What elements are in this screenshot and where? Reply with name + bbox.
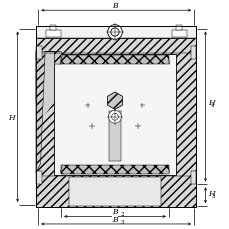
Circle shape (107, 26, 122, 40)
Polygon shape (107, 93, 122, 110)
Polygon shape (36, 52, 61, 173)
Circle shape (110, 29, 119, 37)
Bar (54, 55, 175, 175)
Text: B: B (112, 215, 117, 223)
Text: 2: 2 (120, 211, 124, 216)
Bar (36, 27, 196, 207)
Bar (36, 27, 196, 207)
Bar (109, 112, 120, 162)
Text: 4: 4 (210, 102, 214, 107)
Bar (190, 172, 196, 184)
Text: H: H (207, 189, 213, 197)
Text: 3: 3 (120, 219, 124, 224)
Polygon shape (36, 52, 59, 104)
Bar (61, 56, 168, 65)
Circle shape (108, 111, 121, 124)
Text: B: B (112, 207, 117, 215)
Bar (175, 26, 182, 31)
Bar (36, 27, 196, 38)
Text: H: H (8, 113, 15, 121)
Bar (50, 26, 56, 31)
Bar (36, 172, 41, 184)
Bar (46, 31, 60, 38)
Text: H: H (207, 98, 213, 106)
Bar (61, 165, 168, 174)
Polygon shape (36, 52, 54, 117)
Bar (36, 47, 41, 60)
Circle shape (111, 114, 118, 121)
Bar (69, 178, 160, 206)
Bar (190, 47, 196, 60)
Text: 3: 3 (210, 193, 214, 198)
Bar (171, 31, 186, 38)
Text: B: B (112, 2, 117, 10)
